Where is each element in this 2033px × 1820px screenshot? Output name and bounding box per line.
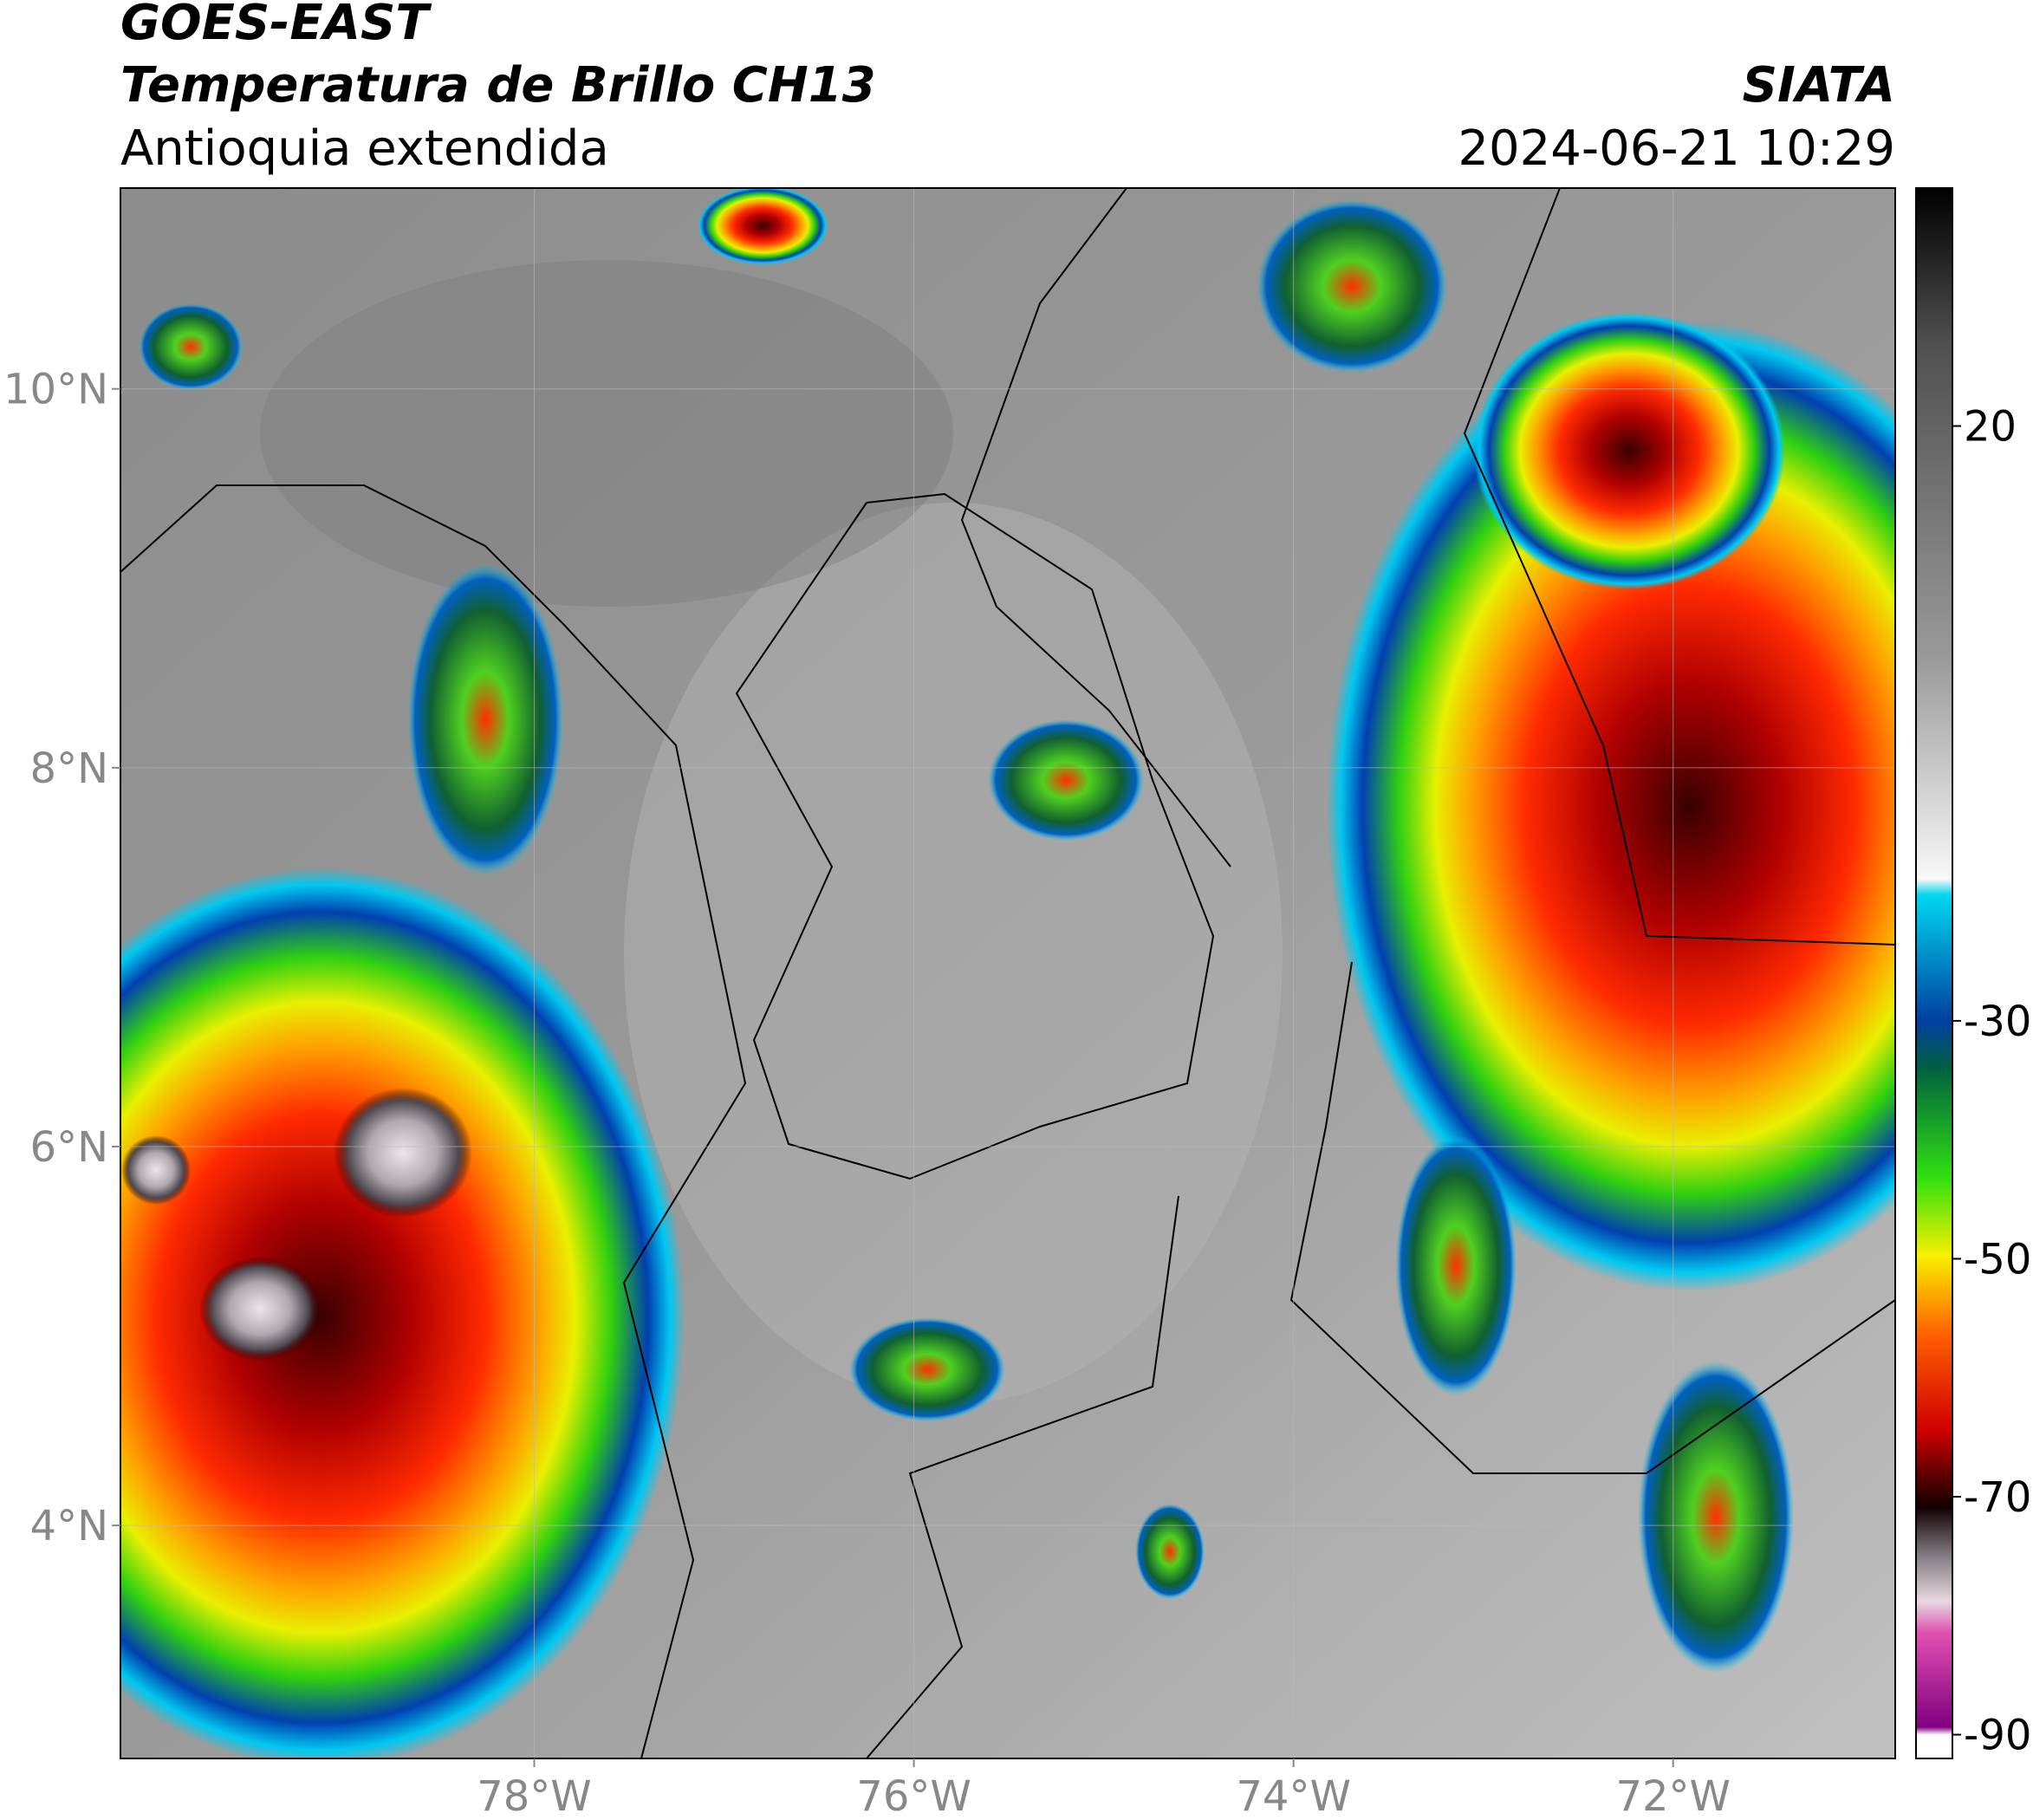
datetime: 2024-06-21 10:29 — [1458, 120, 1895, 177]
grid — [120, 188, 1895, 1758]
colorbar-tick-label: -30 — [1964, 998, 2031, 1046]
y-tick-label: 8°N — [30, 744, 108, 793]
title: GOES-EAST — [120, 0, 432, 51]
y-tick-label: 10°N — [3, 366, 108, 414]
x-tick-label: 74°W — [1236, 1772, 1351, 1820]
subtitle: Temperatura de Brillo CH13 — [120, 57, 876, 114]
colorbar-tick-label: -90 — [1964, 1712, 2031, 1760]
colorbar-tick-label: 20 — [1964, 403, 2017, 452]
source: SIATA — [1743, 57, 1895, 114]
y-tick-label: 6°N — [30, 1123, 108, 1172]
colorbar-tick-label: -70 — [1964, 1473, 2031, 1522]
colorbar-tick-label: -50 — [1964, 1235, 2031, 1284]
map-image — [120, 188, 1895, 1758]
region: Antioquia extendida — [120, 120, 609, 177]
y-tick-label: 4°N — [30, 1502, 108, 1550]
map-frame — [120, 187, 1896, 1759]
colorbar — [1915, 187, 1953, 1759]
x-tick-label: 72°W — [1615, 1772, 1731, 1820]
x-tick-label: 78°W — [477, 1772, 592, 1820]
x-tick-label: 76°W — [856, 1772, 971, 1820]
